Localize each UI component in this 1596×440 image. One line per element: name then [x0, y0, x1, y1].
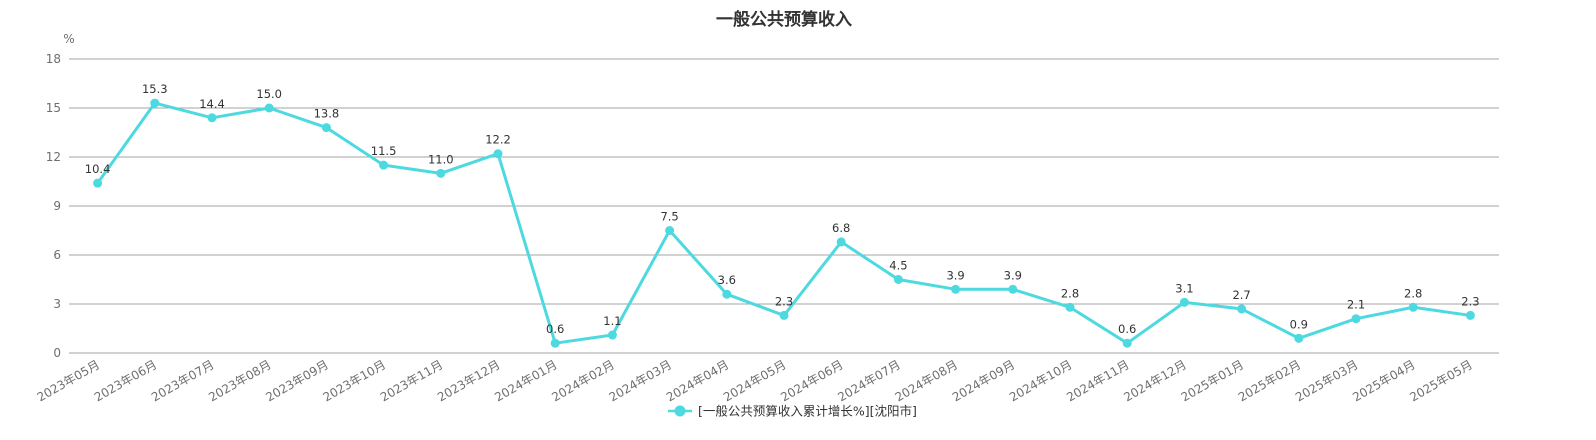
x-tick-label: 2025年04月 — [1350, 357, 1417, 404]
data-label: 1.1 — [603, 314, 621, 328]
x-tick-label: 2024年03月 — [607, 357, 674, 404]
x-tick-label: 2024年11月 — [1064, 357, 1131, 404]
data-point[interactable] — [1351, 314, 1361, 324]
data-label: 11.0 — [428, 152, 454, 166]
legend-marker-icon — [674, 405, 686, 417]
data-point[interactable] — [1065, 302, 1075, 312]
data-point[interactable] — [836, 237, 846, 247]
data-labels: 10.4 15.3 14.4 15.0 13.8 11.5 11.0 12.2 0.6 1.1 7.… — [85, 82, 1480, 336]
data-label: 12.2 — [485, 133, 511, 147]
y-tick-label: 12 — [46, 150, 61, 164]
x-tick-label: 2023年12月 — [435, 357, 502, 404]
data-label: 2.1 — [1347, 298, 1365, 312]
y-tick-label: 0 — [53, 346, 61, 360]
data-label: 3.1 — [1175, 281, 1193, 295]
chart-title: 一般公共预算收入 — [716, 9, 852, 30]
x-axis-ticks: 2023年05月2023年06月2023年07月2023年08月2023年09月… — [35, 357, 1475, 404]
x-tick-label: 2025年03月 — [1293, 357, 1360, 404]
data-point[interactable] — [436, 168, 446, 178]
data-label: 2.8 — [1061, 286, 1079, 300]
x-tick-label: 2025年01月 — [1179, 357, 1246, 404]
data-point[interactable] — [493, 149, 503, 159]
grid-lines — [69, 58, 1499, 354]
data-label: 7.5 — [660, 210, 678, 224]
data-label: 3.9 — [1004, 268, 1022, 282]
data-point[interactable] — [150, 98, 160, 108]
data-point[interactable] — [779, 310, 789, 320]
y-tick-label: 15 — [46, 101, 61, 115]
x-tick-label: 2024年04月 — [664, 357, 731, 404]
data-label: 0.6 — [1118, 322, 1136, 336]
series-layer — [93, 98, 1475, 348]
data-point[interactable] — [93, 178, 103, 188]
data-point[interactable] — [264, 103, 274, 113]
y-tick-label: 18 — [46, 52, 61, 66]
data-point[interactable] — [893, 275, 903, 284]
x-tick-label: 2024年02月 — [549, 357, 616, 404]
legend-label: [一般公共预算收入累计增长%][沈阳市] — [698, 404, 917, 419]
data-label: 11.5 — [371, 144, 397, 158]
data-label: 2.3 — [775, 294, 793, 308]
data-point[interactable] — [665, 226, 675, 235]
x-tick-label: 2024年01月 — [492, 357, 559, 404]
data-point[interactable] — [379, 160, 389, 170]
data-point[interactable] — [321, 123, 331, 133]
y-axis-unit-label: % — [63, 32, 74, 46]
data-point[interactable] — [1179, 297, 1189, 307]
data-point[interactable] — [1294, 333, 1304, 343]
legend[interactable]: [一般公共预算收入累计增长%][沈阳市] — [668, 404, 917, 419]
y-tick-label: 6 — [53, 248, 61, 262]
x-tick-label: 2023年07月 — [149, 357, 216, 404]
data-label: 2.3 — [1461, 294, 1479, 308]
data-label: 0.9 — [1290, 317, 1308, 331]
data-point[interactable] — [607, 330, 617, 340]
data-label: 2.8 — [1404, 286, 1422, 300]
data-label: 4.5 — [889, 259, 907, 273]
data-point[interactable] — [207, 113, 217, 123]
x-tick-label: 2024年06月 — [778, 357, 845, 404]
data-label: 6.8 — [832, 221, 850, 235]
x-tick-label: 2024年05月 — [721, 357, 788, 404]
x-tick-label: 2025年02月 — [1236, 357, 1303, 404]
data-point[interactable] — [550, 338, 560, 348]
data-label: 13.8 — [314, 107, 340, 121]
data-label: 3.9 — [946, 268, 964, 282]
data-point[interactable] — [1408, 302, 1418, 312]
y-tick-label: 9 — [53, 199, 61, 213]
x-tick-label: 2024年08月 — [893, 357, 960, 404]
data-point[interactable] — [951, 284, 961, 294]
x-tick-label: 2023年05月 — [35, 357, 102, 404]
data-label: 15.3 — [142, 82, 168, 96]
data-label: 0.6 — [546, 322, 564, 336]
x-tick-label: 2023年09月 — [263, 357, 330, 404]
data-point[interactable] — [1237, 304, 1247, 314]
x-tick-label: 2023年08月 — [206, 357, 273, 404]
data-point[interactable] — [1122, 338, 1132, 348]
y-axis-ticks: 0 3 6 9 12 15 18 — [46, 52, 61, 360]
x-tick-label: 2023年11月 — [378, 357, 445, 404]
data-label: 14.4 — [199, 97, 225, 111]
data-label: 15.0 — [256, 87, 282, 101]
data-point[interactable] — [722, 289, 732, 299]
data-label: 3.6 — [718, 273, 736, 287]
x-tick-label: 2023年10月 — [321, 357, 388, 404]
x-tick-label: 2024年12月 — [1121, 357, 1188, 404]
x-tick-label: 2024年07月 — [835, 357, 902, 404]
x-tick-label: 2024年09月 — [950, 357, 1017, 404]
data-label: 10.4 — [85, 162, 111, 176]
x-tick-label: 2023年06月 — [92, 357, 159, 404]
data-point[interactable] — [1008, 284, 1018, 294]
x-tick-label: 2024年10月 — [1007, 357, 1074, 404]
data-label: 2.7 — [1232, 288, 1250, 302]
data-point[interactable] — [1465, 310, 1475, 320]
x-tick-label: 2025年05月 — [1407, 357, 1474, 404]
y-tick-label: 3 — [53, 297, 61, 311]
